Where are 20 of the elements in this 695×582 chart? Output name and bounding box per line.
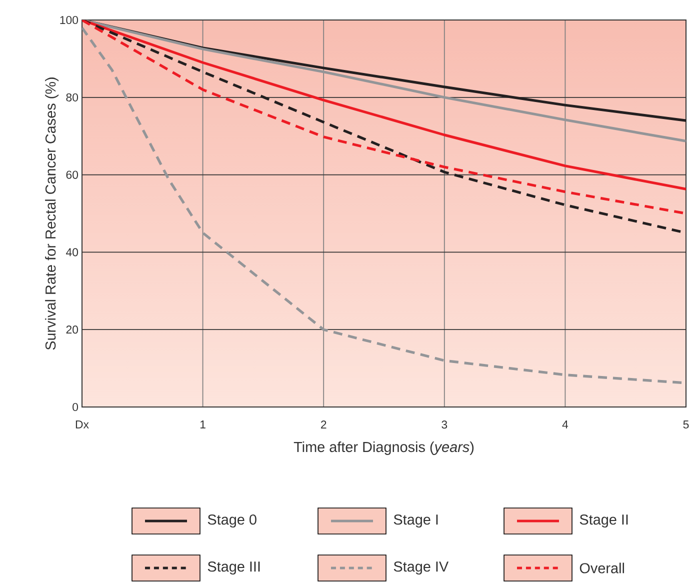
x-tick-label: 5 [683,420,689,429]
y-tick-label: 20 [66,326,78,334]
y-axis-title: Survival Rate for Rectal Cancer Cases (%) [45,78,59,350]
y-tick-label: 100 [60,16,78,24]
legend-label: Stage II [580,514,628,528]
legend-label: Stage III [208,561,260,575]
x-tick-label: 4 [562,420,568,428]
legend-label: Overall [580,562,624,574]
x-tick-label: 2 [320,420,326,429]
y-tick-label: 60 [66,170,78,179]
x-tick-label: 1 [200,420,206,428]
x-axis-title: Time after Diagnosis (years) [294,441,474,455]
y-tick-label: 40 [66,248,78,256]
legend-label: Stage IV [394,561,449,575]
legend-label: Stage I [394,514,438,528]
x-tick-label: Dx [76,420,89,428]
x-tick-label: 3 [442,420,448,429]
legend-label: Stage 0 [208,514,256,528]
y-tick-label: 0 [72,402,78,412]
y-tick-label: 80 [66,93,78,102]
